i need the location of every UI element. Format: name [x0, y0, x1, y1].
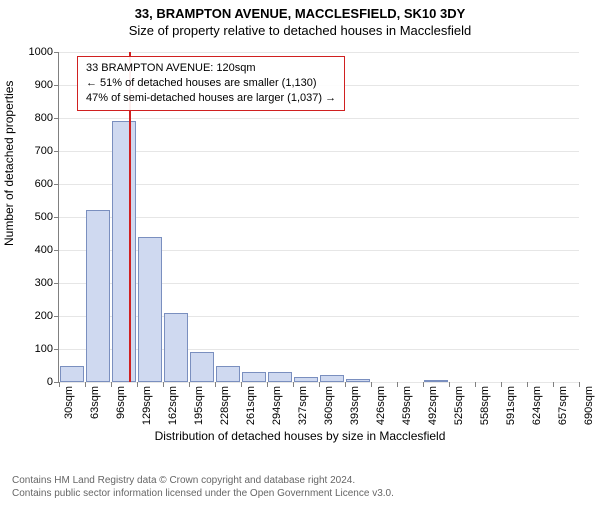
y-tick-mark: [54, 118, 59, 119]
x-tick-mark: [319, 382, 320, 387]
y-tick-label: 800: [35, 112, 53, 124]
y-tick-label: 900: [35, 79, 53, 91]
x-tick-label: 261sqm: [245, 386, 257, 425]
histogram-bar: [60, 366, 85, 383]
x-tick-label: 228sqm: [219, 386, 231, 425]
info-box-line: 47% of semi-detached houses are larger (…: [86, 91, 336, 106]
x-tick-label: 624sqm: [531, 386, 543, 425]
x-tick-mark: [267, 382, 268, 387]
x-tick-label: 360sqm: [323, 386, 335, 425]
x-tick-label: 294sqm: [271, 386, 283, 425]
y-tick-label: 500: [35, 211, 53, 223]
x-tick-label: 96sqm: [115, 386, 127, 419]
x-tick-label: 129sqm: [141, 386, 153, 425]
histogram-bar: [320, 375, 345, 382]
y-tick-label: 600: [35, 178, 53, 190]
histogram-bar: [190, 352, 215, 382]
footer-line: Contains public sector information licen…: [12, 487, 394, 500]
x-tick-mark: [423, 382, 424, 387]
x-tick-mark: [189, 382, 190, 387]
y-tick-label: 300: [35, 277, 53, 289]
x-tick-mark: [397, 382, 398, 387]
x-tick-mark: [449, 382, 450, 387]
x-tick-mark: [137, 382, 138, 387]
x-tick-mark: [241, 382, 242, 387]
x-tick-label: 327sqm: [297, 386, 309, 425]
x-tick-label: 525sqm: [453, 386, 465, 425]
histogram-bar: [138, 237, 163, 382]
histogram-bar: [268, 372, 293, 382]
x-tick-label: 162sqm: [167, 386, 179, 425]
y-tick-mark: [54, 151, 59, 152]
info-box: 33 BRAMPTON AVENUE: 120sqm← 51% of detac…: [77, 56, 345, 111]
histogram-bar: [112, 121, 137, 382]
x-axis-label: Distribution of detached houses by size …: [0, 429, 600, 443]
info-box-line: 33 BRAMPTON AVENUE: 120sqm: [86, 61, 336, 76]
gridline: [59, 118, 579, 119]
y-tick-mark: [54, 85, 59, 86]
x-tick-mark: [85, 382, 86, 387]
y-tick-mark: [54, 283, 59, 284]
x-tick-mark: [111, 382, 112, 387]
y-tick-mark: [54, 217, 59, 218]
x-tick-label: 558sqm: [479, 386, 491, 425]
gridline: [59, 52, 579, 53]
x-tick-mark: [527, 382, 528, 387]
chart-container: Number of detached properties 0100200300…: [0, 46, 600, 446]
info-box-line: ← 51% of detached houses are smaller (1,…: [86, 76, 336, 91]
y-tick-mark: [54, 349, 59, 350]
y-tick-label: 200: [35, 310, 53, 322]
y-tick-label: 0: [47, 376, 53, 388]
x-tick-mark: [293, 382, 294, 387]
x-tick-label: 393sqm: [349, 386, 361, 425]
y-tick-mark: [54, 250, 59, 251]
x-tick-mark: [163, 382, 164, 387]
footer-line: Contains HM Land Registry data © Crown c…: [12, 474, 394, 487]
x-tick-mark: [59, 382, 60, 387]
x-tick-label: 492sqm: [427, 386, 439, 425]
y-tick-label: 400: [35, 244, 53, 256]
y-tick-mark: [54, 316, 59, 317]
x-tick-label: 459sqm: [401, 386, 413, 425]
x-tick-mark: [579, 382, 580, 387]
y-tick-label: 700: [35, 145, 53, 157]
x-tick-mark: [371, 382, 372, 387]
x-tick-label: 63sqm: [89, 386, 101, 419]
x-tick-label: 30sqm: [63, 386, 75, 419]
footer-attribution: Contains HM Land Registry data © Crown c…: [12, 474, 394, 500]
x-tick-mark: [501, 382, 502, 387]
y-tick-mark: [54, 184, 59, 185]
y-tick-label: 100: [35, 343, 53, 355]
histogram-bar: [424, 380, 449, 382]
y-tick-mark: [54, 52, 59, 53]
histogram-bar: [86, 210, 111, 382]
gridline: [59, 184, 579, 185]
y-axis-label: Number of detached properties: [2, 81, 16, 246]
gridline: [59, 151, 579, 152]
histogram-bar: [294, 377, 319, 382]
x-tick-label: 195sqm: [193, 386, 205, 425]
gridline: [59, 217, 579, 218]
page-title: 33, BRAMPTON AVENUE, MACCLESFIELD, SK10 …: [0, 6, 600, 21]
x-tick-label: 591sqm: [505, 386, 517, 425]
chart-subtitle: Size of property relative to detached ho…: [0, 23, 600, 38]
histogram-bar: [242, 372, 267, 382]
x-tick-mark: [345, 382, 346, 387]
x-tick-mark: [475, 382, 476, 387]
histogram-bar: [346, 379, 371, 382]
x-tick-mark: [215, 382, 216, 387]
y-tick-label: 1000: [29, 46, 53, 58]
x-tick-label: 426sqm: [375, 386, 387, 425]
x-tick-mark: [553, 382, 554, 387]
histogram-bar: [216, 366, 241, 383]
plot-area: 0100200300400500600700800900100030sqm63s…: [58, 52, 579, 383]
histogram-bar: [164, 313, 189, 382]
x-tick-label: 657sqm: [557, 386, 569, 425]
x-tick-label: 690sqm: [583, 386, 595, 425]
